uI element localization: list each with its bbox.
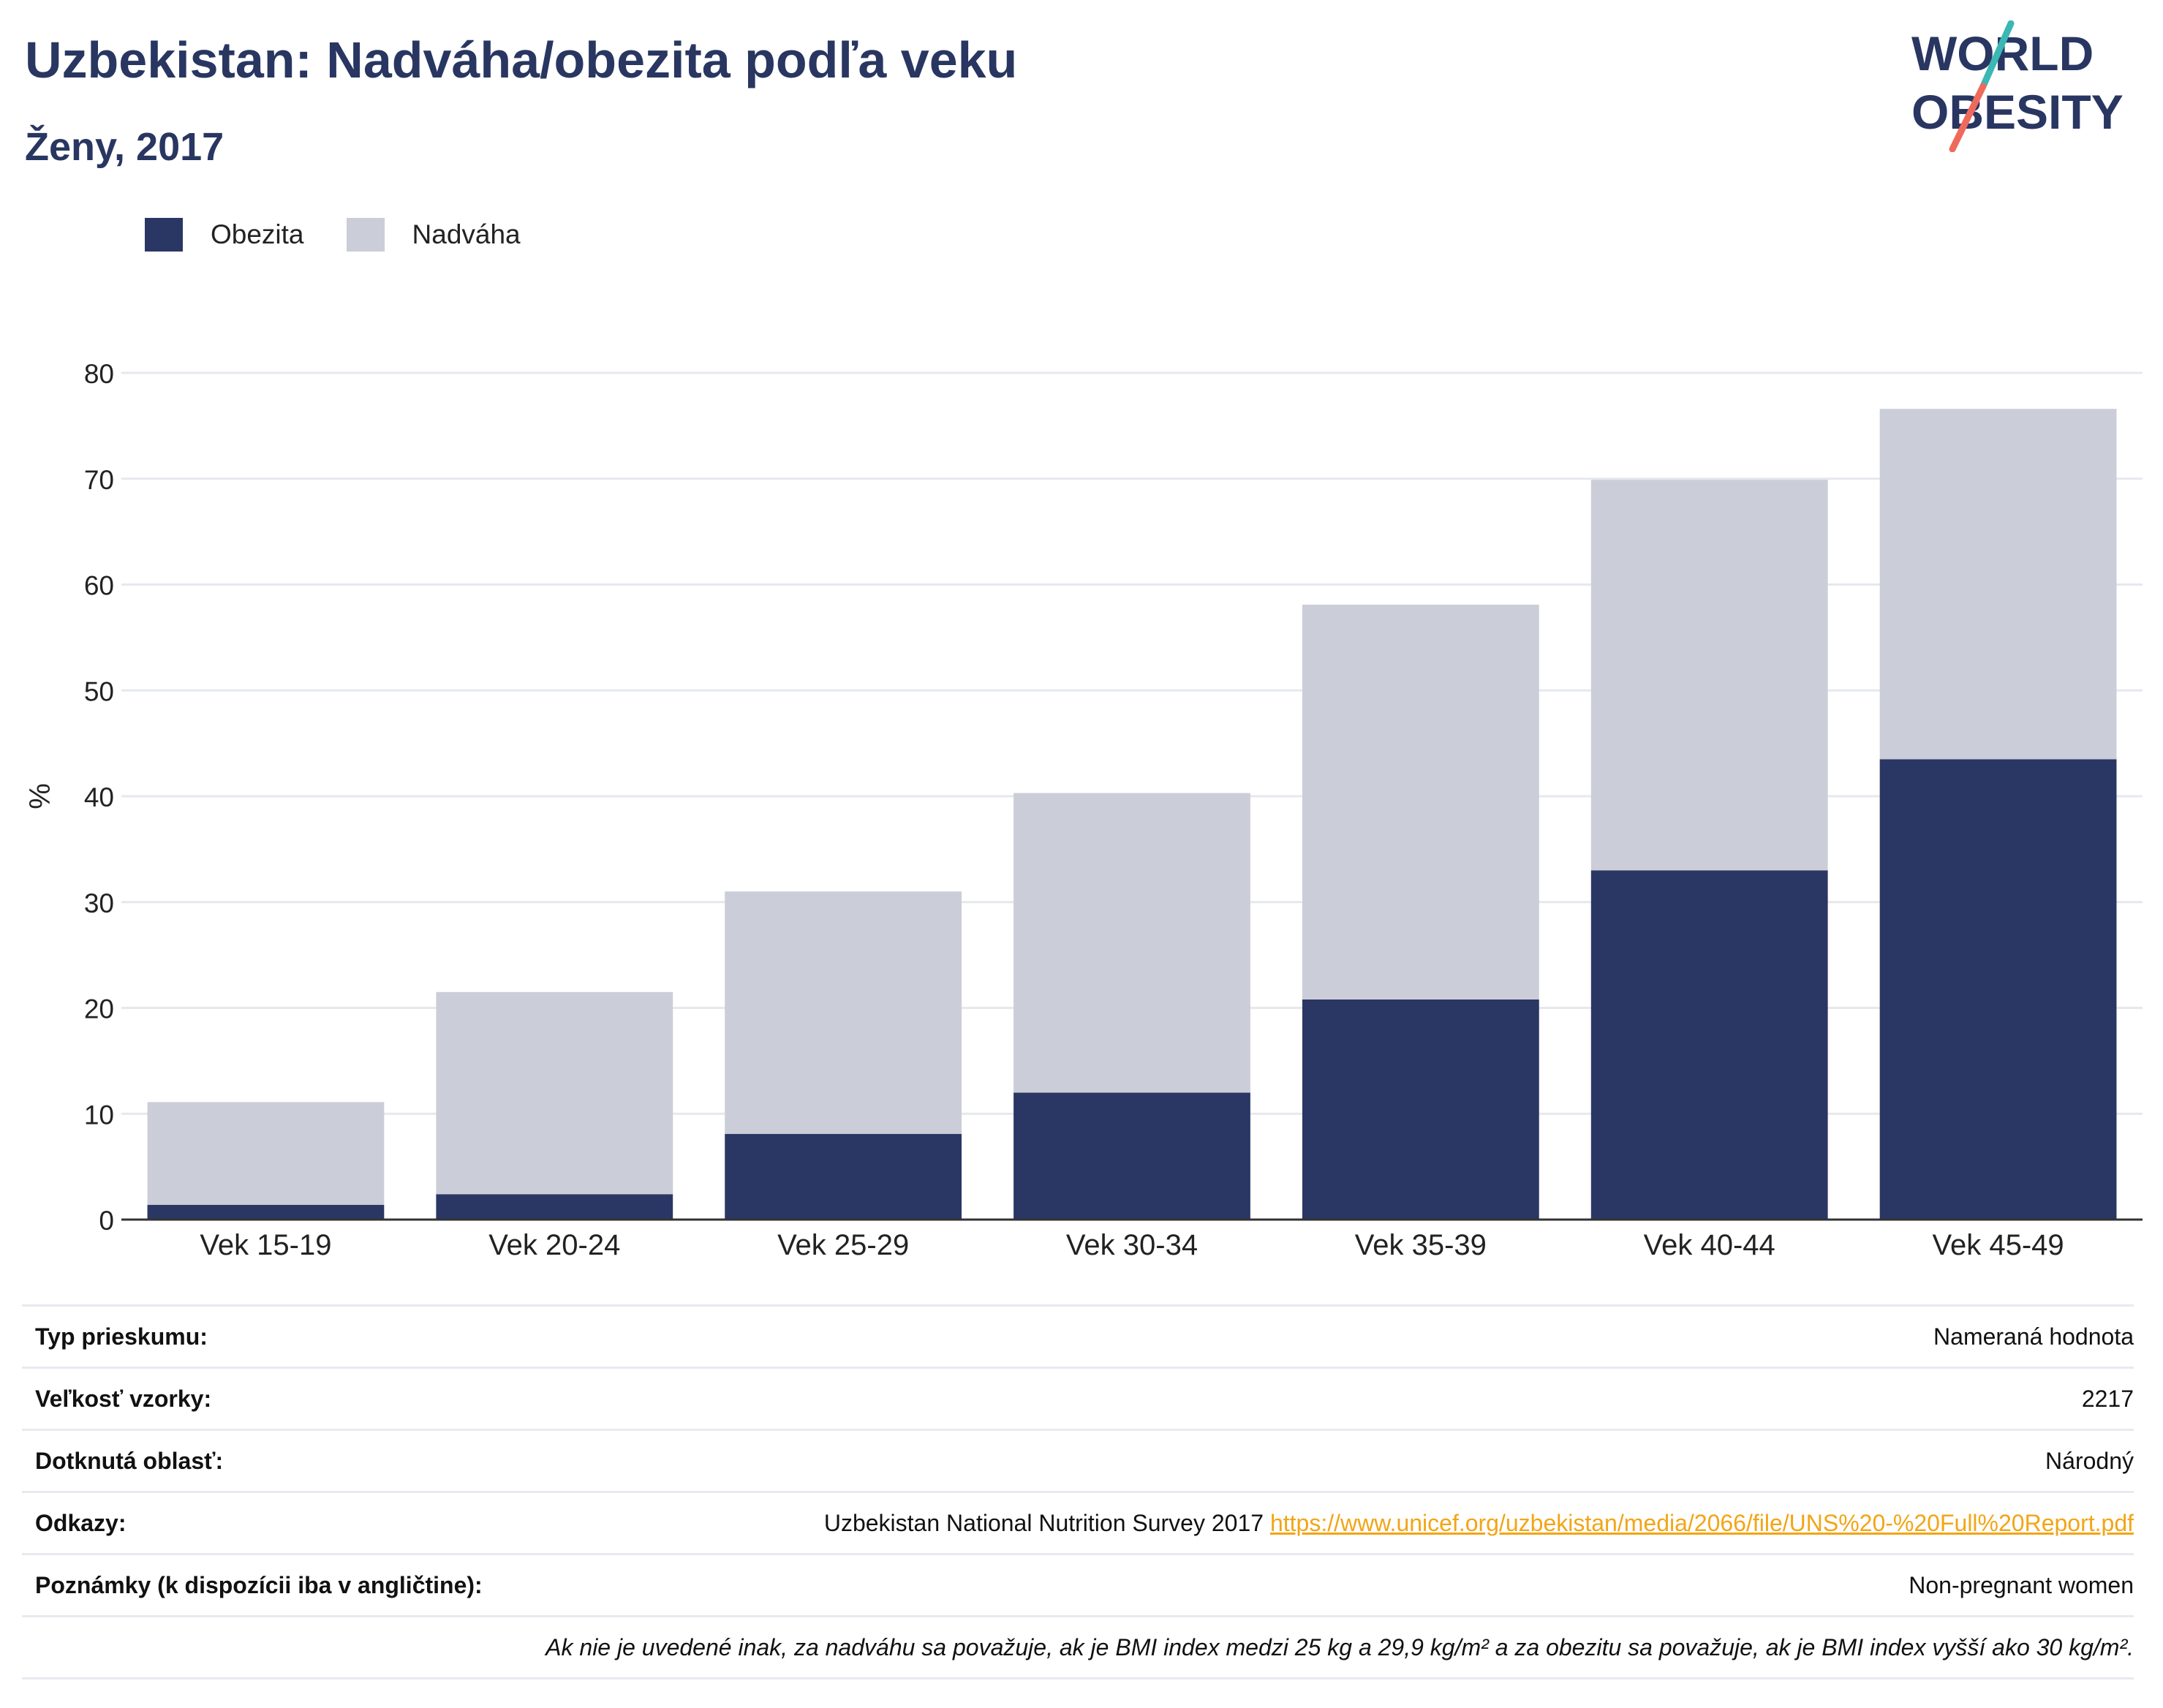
bar-obesity (1590, 870, 1828, 1220)
info-row-sample-size: Veľkosť vzorky: 2217 (22, 1367, 2134, 1429)
y-axis-label: % (24, 783, 56, 809)
chart-title: Uzbekistan: Nadváha/obezita podľa veku (25, 31, 1018, 88)
info-key-references: Odkazy: (35, 1509, 127, 1536)
bar-overweight (436, 991, 673, 1195)
logo-line2: OBESITY (1911, 85, 2124, 139)
bar-overweight (725, 891, 962, 1134)
info-value-area: Národný (2045, 1447, 2134, 1474)
y-tick-label: 60 (84, 571, 114, 601)
legend-swatch-overweight (346, 218, 385, 252)
x-tick-label: Vek 35-39 (1355, 1229, 1487, 1261)
bar-obesity (436, 1194, 673, 1220)
x-tick-label: Vek 30-34 (1066, 1229, 1198, 1261)
world-obesity-logo: WORLD OBESITY (1911, 20, 2124, 152)
info-row-notes: Poznámky (k dispozícii iba v angličtine)… (22, 1553, 2134, 1615)
info-key-area: Dotknutá oblasť: (35, 1447, 224, 1474)
info-row-area: Dotknutá oblasť: Národný (22, 1429, 2134, 1491)
logo-slash-bottom (1949, 83, 1987, 152)
bar-obesity (1879, 759, 2117, 1220)
logo-slash-top (1979, 20, 2015, 90)
y-tick-label: 10 (84, 1100, 114, 1130)
x-tick-label: Vek 40-44 (1644, 1229, 1775, 1261)
bar-overweight (1302, 605, 1539, 1000)
info-value-sample-size: 2217 (2081, 1385, 2134, 1412)
bar-obesity (725, 1133, 962, 1220)
legend-label-overweight: Nadváha (412, 219, 521, 249)
info-value-notes: Non-pregnant women (1909, 1571, 2134, 1598)
y-tick-label: 40 (84, 782, 114, 812)
legend-label-obesity: Obezita (211, 219, 304, 249)
stacked-bar-chart: 0 10 20 30 40 50 60 70 80% Vek 15-19 Vek 20-24 Vek … (24, 359, 2143, 1261)
info-value-survey-type: Nameraná hodnota (1933, 1323, 2134, 1350)
y-tick-label: 80 (84, 359, 114, 389)
info-value-references: Uzbekistan National Nutrition Survey 201… (824, 1510, 2134, 1537)
info-row-survey-type: Typ prieskumu: Nameraná hodnota (22, 1304, 2134, 1367)
reference-text: Uzbekistan National Nutrition Survey 201… (823, 1509, 1264, 1536)
x-tick-label: Vek 20-24 (488, 1229, 620, 1261)
survey-info-table: Typ prieskumu: Nameraná hodnota Veľkosť … (22, 1304, 2134, 1679)
info-key-sample-size: Veľkosť vzorky: (35, 1385, 212, 1412)
x-tick-label: Vek 45-49 (1933, 1229, 2064, 1261)
bmi-footnote: Ak nie je uvedené inak, za nadváhu sa po… (546, 1633, 2134, 1660)
y-tick-label: 50 (84, 676, 114, 706)
chart-legend: Obezita Nadváha (145, 218, 563, 252)
bar-overweight (147, 1102, 385, 1205)
bar-obesity (1013, 1092, 1250, 1220)
bar-overweight (1590, 480, 1828, 871)
legend-swatch-obesity (145, 218, 183, 252)
y-tick-label: 20 (84, 994, 114, 1024)
bar-overweight (1879, 409, 2117, 760)
legend-item-obesity[interactable]: Obezita (145, 218, 304, 252)
bar-obesity (1302, 999, 1539, 1220)
info-key-survey-type: Typ prieskumu: (35, 1323, 208, 1350)
info-row-footnote: Ak nie je uvedené inak, za nadváhu sa po… (22, 1615, 2134, 1679)
y-tick-label: 70 (84, 465, 114, 495)
bar-obesity (147, 1204, 385, 1220)
bar-overweight (1013, 793, 1250, 1093)
y-tick-label: 0 (99, 1206, 114, 1236)
info-key-notes: Poznámky (k dispozícii iba v angličtine)… (35, 1571, 483, 1598)
chart-subtitle: Ženy, 2017 (25, 125, 224, 169)
x-tick-label: Vek 25-29 (777, 1229, 909, 1261)
y-tick-label: 30 (84, 888, 114, 918)
info-row-references: Odkazy: Uzbekistan National Nutrition Su… (22, 1491, 2134, 1553)
x-tick-label: Vek 15-19 (200, 1229, 331, 1261)
legend-item-overweight[interactable]: Nadváha (346, 218, 521, 252)
reference-link[interactable]: https://www.unicef.org/uzbekistan/media/… (1269, 1509, 2134, 1536)
